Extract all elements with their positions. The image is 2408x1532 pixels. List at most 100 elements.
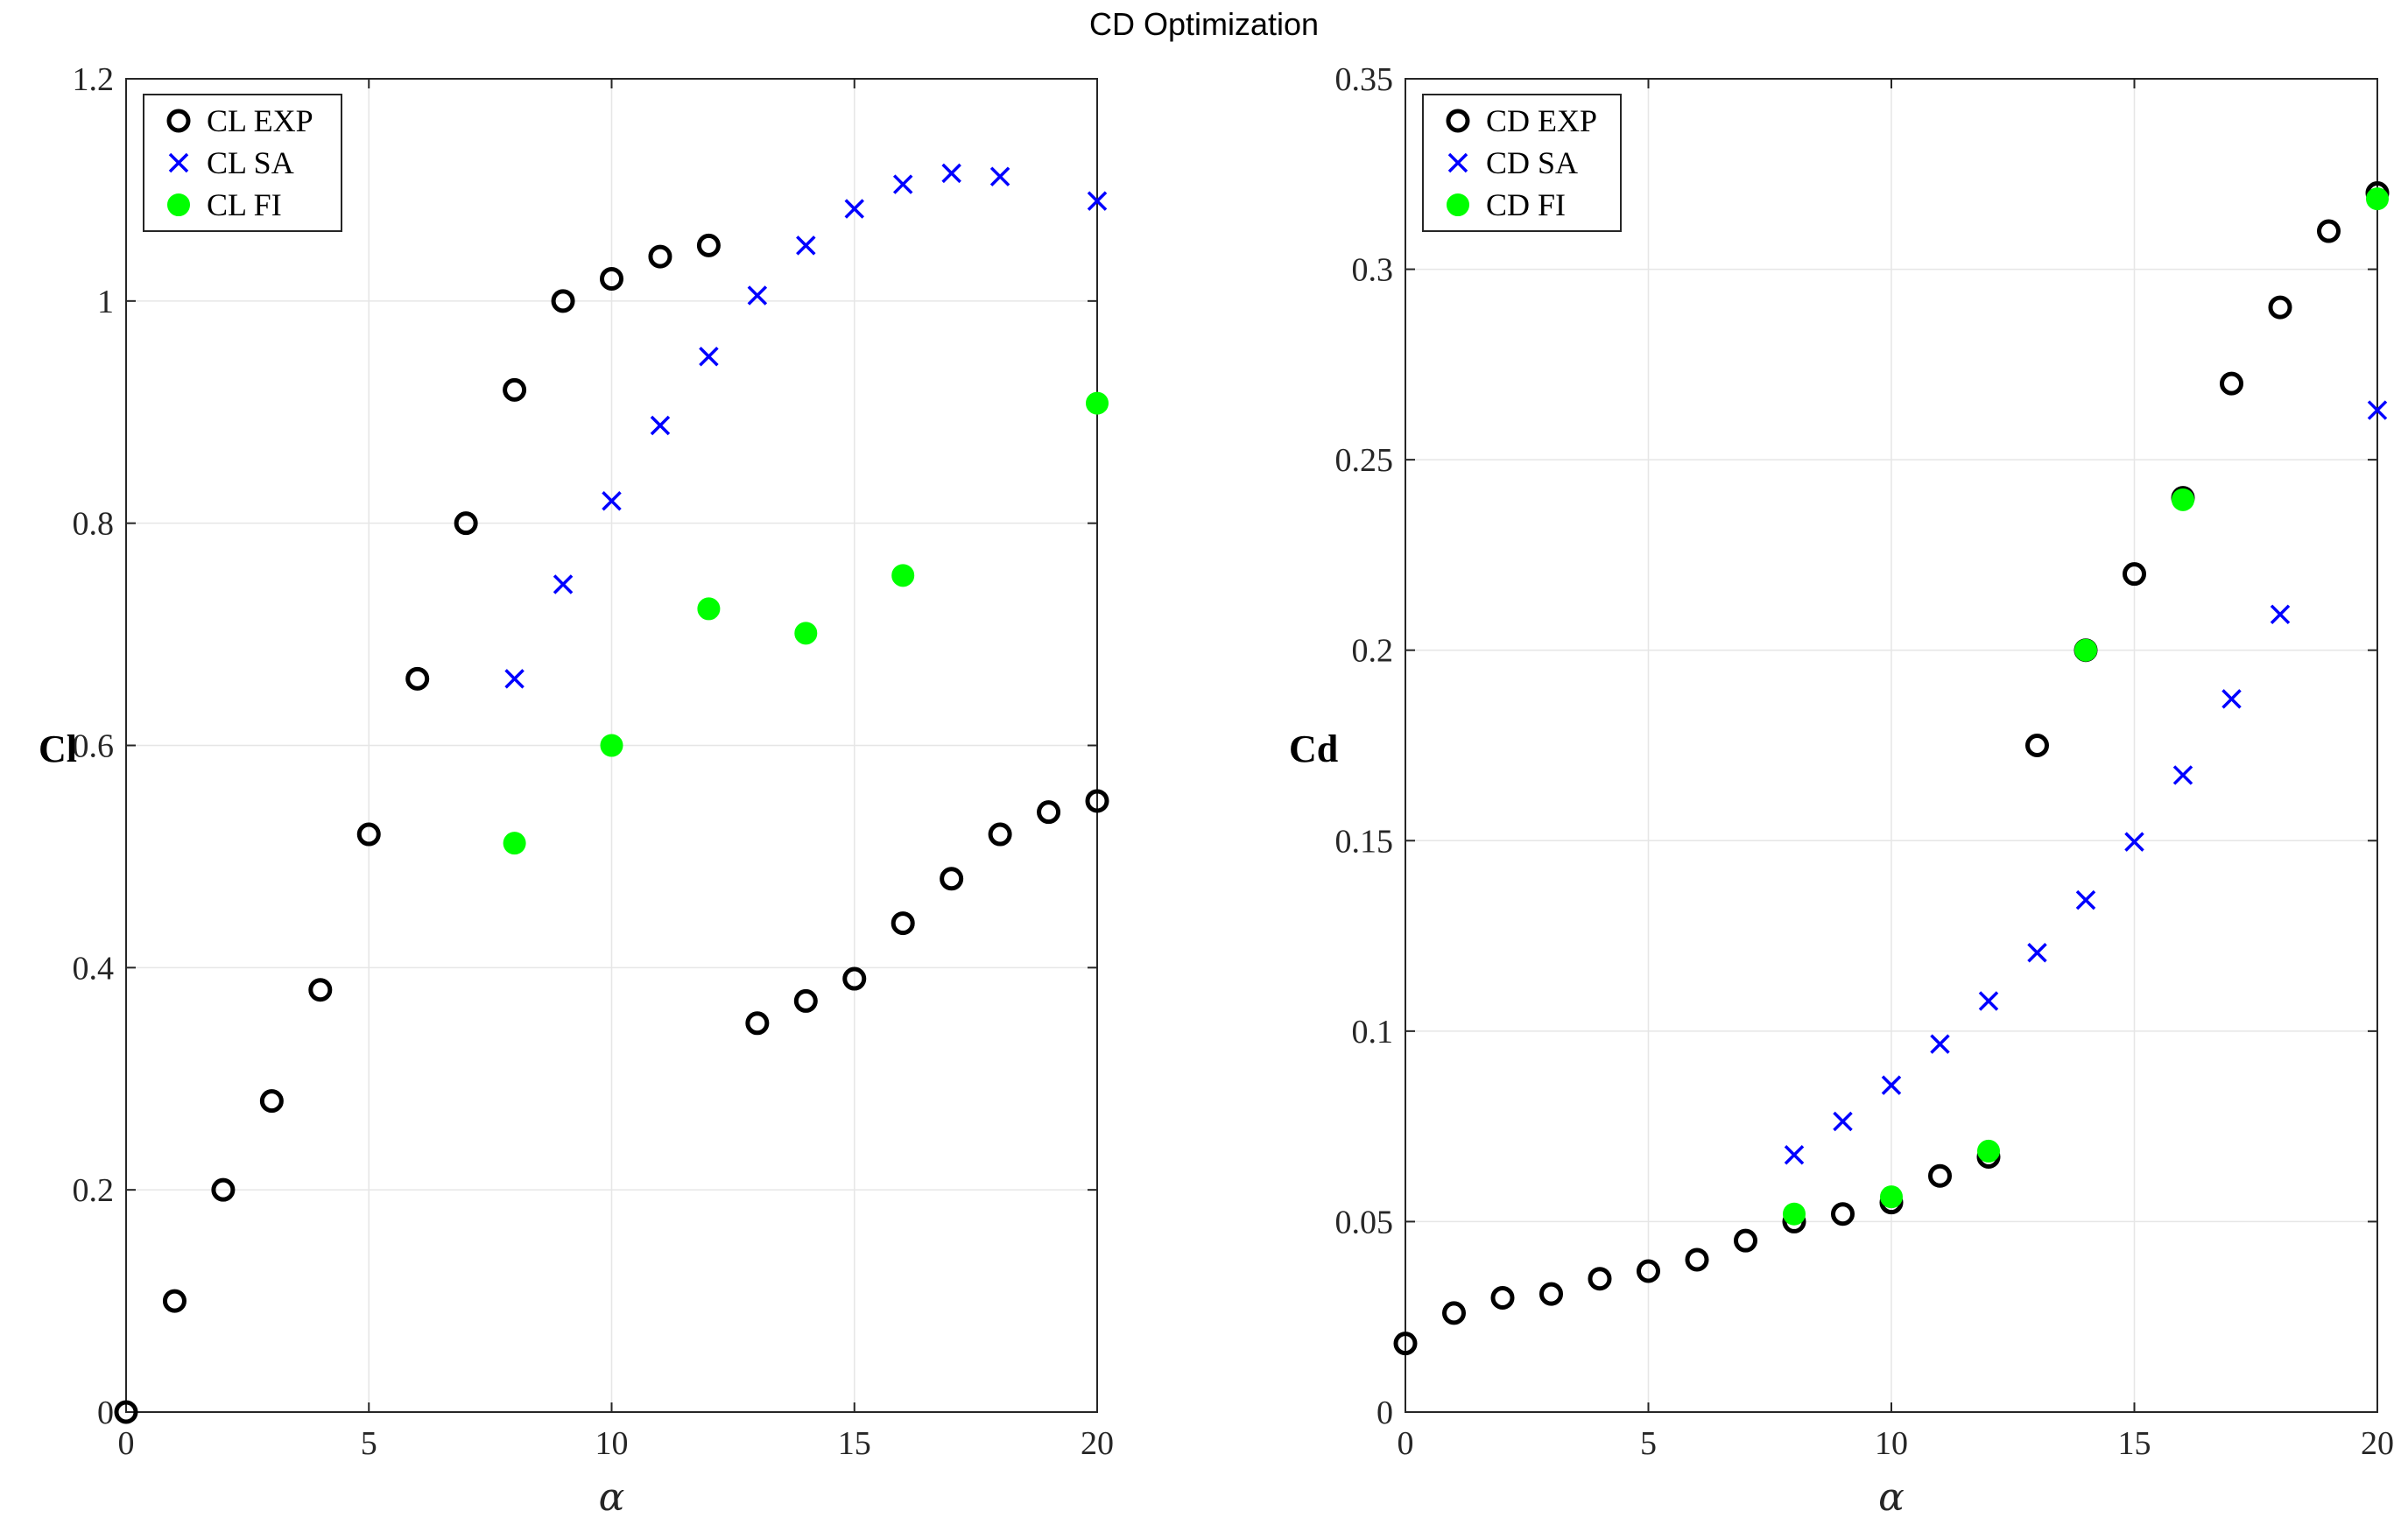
series-cd-sa bbox=[1784, 400, 2388, 1165]
data-point bbox=[2074, 638, 2097, 662]
series-cl-exp bbox=[114, 233, 1109, 1424]
x-tick-label: 5 bbox=[361, 1425, 377, 1462]
data-point bbox=[1037, 800, 1061, 825]
data-point bbox=[2172, 488, 2194, 511]
y-tick-label: 0.3 bbox=[1352, 252, 1394, 289]
legend-entry: CD SA bbox=[1486, 145, 1578, 180]
y-tick-label: 0.05 bbox=[1335, 1204, 1394, 1240]
y-tick-label: 0.4 bbox=[73, 950, 115, 987]
data-point bbox=[1539, 1282, 1563, 1306]
x-tick-label: 10 bbox=[595, 1425, 629, 1462]
data-point bbox=[2124, 832, 2144, 852]
data-point bbox=[892, 174, 913, 194]
y-tick-label: 0.35 bbox=[1335, 61, 1394, 98]
data-point bbox=[2268, 295, 2292, 320]
data-point bbox=[891, 911, 915, 936]
figure-suptitle: CD Optimization bbox=[1089, 6, 1319, 42]
legend-marker bbox=[166, 109, 191, 133]
data-point bbox=[259, 1089, 284, 1114]
legend-entry: CD EXP bbox=[1486, 103, 1597, 138]
series-cl-fi bbox=[503, 391, 1109, 855]
data-point bbox=[2367, 400, 2388, 420]
x-tick-label: 20 bbox=[1081, 1425, 1114, 1462]
data-point bbox=[2220, 371, 2243, 396]
data-point bbox=[2075, 889, 2096, 910]
legend-marker bbox=[1447, 152, 1468, 173]
data-point bbox=[1442, 1301, 1466, 1325]
legend-entry: CL SA bbox=[207, 145, 294, 180]
data-point bbox=[504, 669, 525, 689]
series-cd-fi bbox=[1783, 187, 2389, 1226]
data-point bbox=[1685, 1247, 1709, 1272]
data-point bbox=[793, 988, 818, 1013]
data-point bbox=[356, 822, 381, 847]
data-point bbox=[211, 1177, 236, 1202]
y-tick-label: 0 bbox=[1377, 1395, 1393, 1431]
data-point bbox=[2317, 219, 2341, 243]
data-point bbox=[114, 1400, 138, 1424]
data-point bbox=[1490, 1285, 1515, 1310]
right-axes: 0 5 10 15 20 0 0.05 0.1 0.15 0.2 0.25 0.3 0.35 α Cd CD … bbox=[1289, 61, 2394, 1520]
data-point bbox=[2027, 942, 2047, 963]
data-point bbox=[1880, 1185, 1903, 1209]
y-tick-label: 0.1 bbox=[1352, 1014, 1394, 1051]
legend-marker bbox=[1446, 109, 1470, 133]
y-tick-label: 0.15 bbox=[1335, 823, 1394, 860]
x-tick-label: 15 bbox=[2118, 1425, 2151, 1462]
data-point bbox=[553, 574, 574, 594]
data-point bbox=[405, 666, 430, 691]
legend-marker bbox=[1447, 193, 1469, 216]
x-axis-label: α bbox=[1878, 1475, 1905, 1520]
x-tick-label: 5 bbox=[1640, 1425, 1657, 1462]
data-point bbox=[2123, 562, 2146, 587]
data-point bbox=[1734, 1228, 1757, 1253]
data-point bbox=[989, 166, 1010, 186]
data-point bbox=[1783, 1202, 1806, 1226]
data-point bbox=[503, 832, 526, 855]
x-tick-label: 10 bbox=[1875, 1425, 1908, 1462]
legend: CD EXP CD SA CD FI bbox=[1422, 94, 1622, 232]
data-point bbox=[1831, 1202, 1855, 1226]
data-point bbox=[551, 289, 575, 313]
data-point bbox=[2366, 187, 2389, 211]
y-tick-label: 0.2 bbox=[1352, 633, 1394, 670]
data-point bbox=[454, 511, 478, 536]
y-axis-label: Cd bbox=[1289, 727, 1338, 770]
y-axis-label: Cl bbox=[39, 727, 77, 770]
data-point bbox=[696, 233, 721, 257]
data-point bbox=[2270, 604, 2291, 625]
y-tick-label: 0.8 bbox=[73, 506, 115, 543]
x-axis-label: α bbox=[599, 1475, 625, 1520]
data-point bbox=[1928, 1163, 1952, 1188]
data-point bbox=[1881, 1075, 1902, 1095]
data-point bbox=[842, 966, 867, 991]
legend-entry: CL FI bbox=[207, 187, 282, 222]
data-point bbox=[602, 491, 622, 511]
data-point bbox=[1978, 991, 1999, 1011]
data-point bbox=[794, 622, 818, 645]
data-point bbox=[1784, 1145, 1805, 1165]
y-tick-label: 0 bbox=[97, 1395, 114, 1431]
x-tick-label: 0 bbox=[118, 1425, 135, 1462]
data-point bbox=[747, 285, 768, 306]
data-point bbox=[503, 377, 527, 402]
data-point bbox=[1085, 789, 1109, 813]
data-point bbox=[308, 978, 333, 1002]
data-point bbox=[796, 235, 816, 256]
x-tick-label: 20 bbox=[2361, 1425, 2394, 1462]
y-tick-label: 1.2 bbox=[73, 61, 115, 98]
data-point bbox=[891, 564, 915, 587]
data-point bbox=[600, 734, 623, 757]
data-point bbox=[648, 244, 672, 269]
legend: CL EXP CL SA CL FI bbox=[143, 94, 342, 232]
data-point bbox=[699, 347, 719, 367]
data-point bbox=[1930, 1034, 1950, 1054]
y-tick-label: 0.25 bbox=[1335, 442, 1394, 479]
data-point bbox=[162, 1289, 187, 1313]
legend-entry: CL EXP bbox=[207, 103, 313, 138]
data-point bbox=[844, 199, 864, 219]
legend-entry: CD FI bbox=[1486, 187, 1566, 222]
